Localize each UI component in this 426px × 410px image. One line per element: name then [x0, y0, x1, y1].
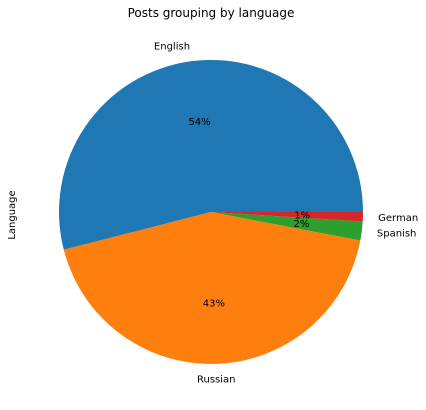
pie-slice-russian [63, 212, 361, 364]
slice-label-english: English [154, 42, 190, 53]
y-axis-label: Language [7, 190, 18, 239]
slice-pct-english: 54% [188, 117, 210, 128]
slice-pct-spanish: 2% [294, 219, 310, 230]
slice-pct-russian: 43% [203, 299, 225, 310]
slice-pct-german: 1% [294, 210, 310, 221]
slice-label-russian: Russian [197, 375, 236, 386]
chart-title: Posts grouping by language [128, 6, 295, 20]
slice-label-spanish: Spanish [377, 228, 417, 239]
pie-slice-spanish [211, 212, 363, 241]
pie-slice-english [59, 59, 363, 250]
pie-slice-german [211, 212, 363, 222]
pie-labels: English 54% Russian 43% Spanish 2% German 1% [154, 42, 418, 386]
slice-label-german: German [378, 213, 418, 224]
pie-slices [59, 59, 363, 364]
